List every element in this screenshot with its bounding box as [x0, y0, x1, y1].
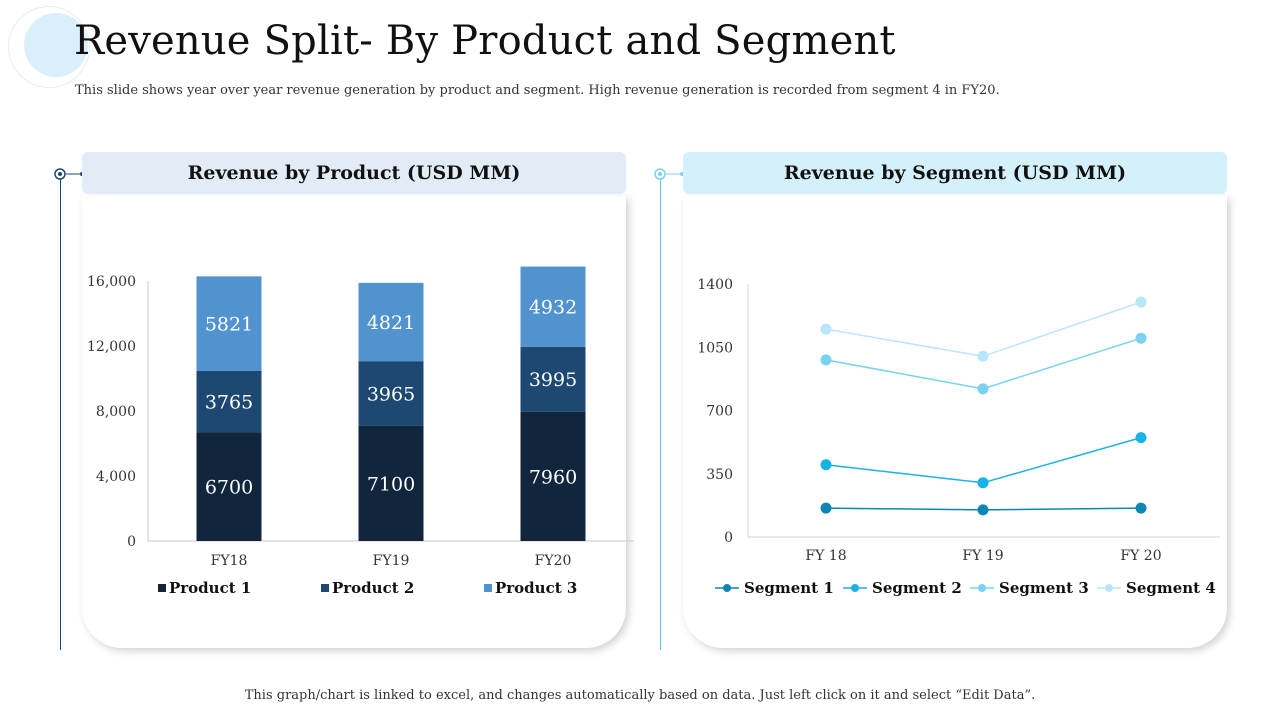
product-bar-data-label: 7960	[529, 466, 577, 488]
product-bar-data-label: 7100	[367, 473, 415, 495]
segment-chart-card	[683, 196, 1227, 648]
product-x-tick-label: FY18	[211, 553, 248, 569]
page-subtitle: This slide shows year over year revenue …	[75, 83, 1000, 98]
product-chart-title: Revenue by Product (USD MM)	[82, 152, 626, 194]
product-x-tick-label: FY20	[535, 553, 572, 569]
product-bar-data-label: 5821	[205, 314, 253, 336]
segment-chart-title: Revenue by Segment (USD MM)	[683, 152, 1227, 194]
decorative-circle	[24, 13, 88, 77]
product-legend-swatch	[484, 584, 492, 592]
product-legend-label: Product 1	[169, 579, 251, 597]
product-bar-segment	[196, 276, 262, 371]
segment-x-tick-label: FY 19	[962, 548, 1003, 564]
segment-x-tick-label: FY 18	[805, 548, 846, 564]
segment-data-point	[1135, 432, 1147, 444]
product-bar-segment	[520, 346, 586, 412]
product-bar-data-label: 4932	[529, 297, 577, 319]
segment-data-point	[1135, 332, 1147, 344]
segment-legend-marker	[851, 584, 859, 592]
product-y-tick-label: 4,000	[96, 469, 136, 485]
page-title: Revenue Split- By Product and Segment	[74, 18, 896, 64]
decorative-ring	[8, 6, 90, 88]
segment-legend-label: Segment 1	[744, 579, 834, 597]
segment-series-line	[825, 337, 1142, 390]
segment-legend-marker	[978, 584, 986, 592]
segment-legend-label: Segment 2	[872, 579, 962, 597]
product-legend-swatch	[158, 584, 166, 592]
segment-data-point	[820, 323, 832, 335]
product-bar-data-label: 3995	[529, 369, 577, 391]
product-bar-segment	[358, 282, 424, 362]
segment-y-tick-label: 1050	[697, 340, 733, 356]
product-bar-segment	[196, 370, 262, 433]
segment-y-tick-label: 1400	[697, 277, 733, 293]
left-timeline-line	[60, 174, 61, 650]
product-y-tick-label: 16,000	[87, 274, 136, 290]
segment-data-point	[977, 350, 989, 362]
segment-data-point	[977, 504, 989, 516]
product-legend-label: Product 3	[495, 579, 577, 597]
segment-x-tick-label: FY 20	[1120, 548, 1161, 564]
segment-y-tick-label: 0	[724, 530, 733, 546]
product-bar-segment	[358, 361, 424, 426]
segment-data-point	[820, 459, 832, 471]
product-bar-data-label: 4821	[367, 312, 415, 334]
segment-legend-label: Segment 3	[999, 579, 1089, 597]
segment-data-point	[820, 354, 832, 366]
segment-data-point	[977, 477, 989, 489]
product-bar-segment	[520, 411, 586, 541]
segment-y-tick-label: 700	[706, 404, 733, 420]
segment-legend-marker	[1105, 584, 1113, 592]
segment-series-line	[825, 436, 1142, 484]
segment-legend-marker	[723, 584, 731, 592]
segment-data-point	[1135, 502, 1147, 514]
product-legend-swatch	[321, 584, 329, 592]
product-y-tick-label: 8,000	[96, 404, 136, 420]
footer-note: This graph/chart is linked to excel, and…	[244, 688, 1036, 703]
product-bar-segment	[196, 432, 262, 541]
product-bar-segment	[520, 266, 586, 347]
product-y-tick-label: 12,000	[87, 339, 136, 355]
right-timeline-line	[660, 174, 661, 650]
product-legend-label: Product 2	[332, 579, 414, 597]
segment-data-point	[1135, 296, 1147, 308]
product-bar-data-label: 6700	[205, 477, 253, 499]
product-y-tick-label: 0	[127, 534, 136, 550]
segment-legend-label: Segment 4	[1126, 579, 1216, 597]
segment-data-point	[977, 383, 989, 395]
segment-y-tick-label: 350	[706, 467, 733, 483]
segment-series-line	[825, 301, 1142, 358]
product-bar-data-label: 3965	[367, 383, 415, 405]
product-x-tick-label: FY19	[373, 553, 410, 569]
product-bar-data-label: 3765	[205, 392, 253, 414]
product-bar-segment	[358, 425, 424, 541]
segment-data-point	[820, 502, 832, 514]
